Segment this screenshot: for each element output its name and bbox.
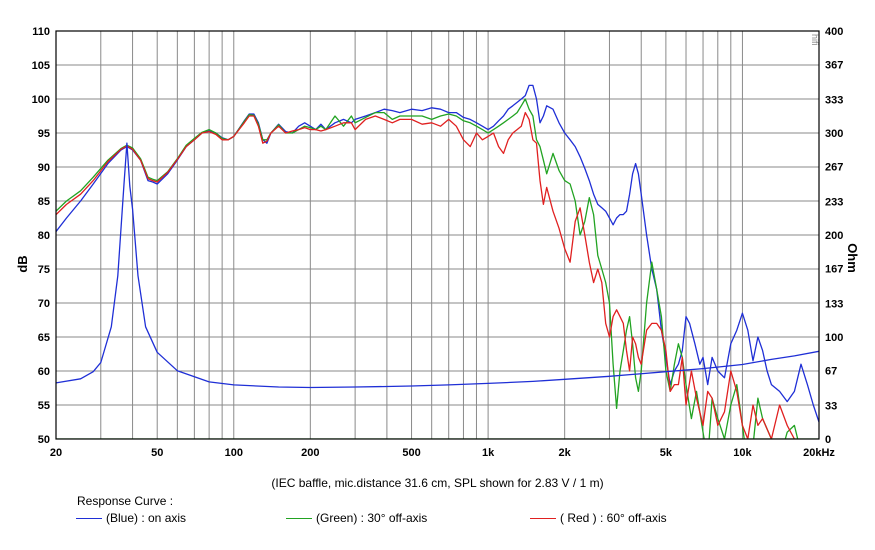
y-left-tick-label: 50 bbox=[38, 434, 50, 446]
y-right-tick-label: 67 bbox=[825, 366, 837, 378]
y-right-tick-label: 233 bbox=[825, 196, 843, 208]
y-left-tick-label: 100 bbox=[32, 94, 50, 106]
x-tick-label: 200 bbox=[301, 447, 319, 459]
x-tick-label: 2k bbox=[559, 447, 572, 459]
watermark-logo: hifi bbox=[810, 34, 820, 46]
legend-item-green: (Green) : 30° off-axis bbox=[286, 511, 427, 525]
x-tick-label: 20 bbox=[50, 447, 62, 459]
y-axis-right-ticks: 0 33 67 100 133 167 200 233 267 300 333 367 400 bbox=[825, 26, 843, 446]
y-left-tick-label: 55 bbox=[38, 400, 50, 412]
x-tick-label: 10k bbox=[733, 447, 752, 459]
y-left-tick-label: 95 bbox=[38, 128, 50, 140]
series-line-3 bbox=[56, 142, 819, 389]
legend-swatch-green bbox=[286, 517, 312, 519]
x-tick-label: 500 bbox=[402, 447, 420, 459]
legend-label-green: (Green) : 30° off-axis bbox=[316, 511, 428, 525]
y-left-tick-label: 65 bbox=[38, 332, 50, 344]
y-left-tick-label: 110 bbox=[32, 26, 50, 38]
plot-frame bbox=[55, 30, 820, 440]
y-left-tick-label: 90 bbox=[38, 162, 50, 174]
y-axis-right-label: Ohm bbox=[845, 243, 860, 273]
x-tick-label: 20kHz bbox=[803, 447, 835, 459]
y-right-tick-label: 167 bbox=[825, 264, 843, 276]
y-right-tick-label: 100 bbox=[825, 332, 843, 344]
legend-title: Response Curve : bbox=[77, 494, 174, 508]
legend-label-red: ( Red ) : 60° off-axis bbox=[560, 511, 667, 525]
y-right-tick-label: 33 bbox=[825, 400, 837, 412]
y-left-tick-label: 70 bbox=[38, 298, 50, 310]
frequency-response-chart: 20 50 100 200 500 1k 2k 5k 10k 20kHz 505560657075… bbox=[15, 26, 860, 459]
y-axis-left-label: dB bbox=[15, 255, 30, 272]
y-left-tick-label: 60 bbox=[38, 366, 50, 378]
x-axis-ticks: 20 50 100 200 500 1k 2k 5k 10k 20kHz bbox=[50, 447, 836, 459]
y-left-tick-label: 80 bbox=[38, 230, 50, 242]
x-tick-label: 5k bbox=[660, 447, 673, 459]
legend-swatch-blue bbox=[76, 517, 102, 519]
y-left-tick-label: 85 bbox=[38, 196, 50, 208]
chart-caption: (IEC baffle, mic.distance 31.6 cm, SPL s… bbox=[271, 476, 604, 490]
y-right-tick-label: 267 bbox=[825, 162, 843, 174]
x-tick-label: 50 bbox=[151, 447, 163, 459]
legend-label-blue: (Blue) : on axis bbox=[106, 511, 187, 525]
y-right-tick-label: 0 bbox=[825, 434, 831, 446]
y-right-tick-label: 300 bbox=[825, 128, 843, 140]
y-right-tick-label: 200 bbox=[825, 230, 843, 242]
series-line-2 bbox=[56, 111, 796, 439]
x-tick-label: 1k bbox=[482, 447, 495, 459]
y-right-tick-label: 367 bbox=[825, 60, 843, 72]
legend-item-red: ( Red ) : 60° off-axis bbox=[530, 511, 667, 525]
x-tick-label: 100 bbox=[225, 447, 243, 459]
legend-swatch-red bbox=[530, 517, 556, 519]
y-right-tick-label: 133 bbox=[825, 298, 843, 310]
y-right-tick-label: 400 bbox=[825, 26, 843, 38]
y-axis-left-ticks: 50 55 60 65 70 75 80 85 90 95 100 105 110 bbox=[32, 26, 50, 446]
y-right-tick-label: 333 bbox=[825, 94, 843, 106]
y-left-tick-label: 75 bbox=[38, 264, 50, 276]
series-group bbox=[56, 84, 819, 439]
y-left-tick-label: 105 bbox=[32, 60, 50, 72]
legend-item-blue: (Blue) : on axis bbox=[76, 511, 186, 525]
